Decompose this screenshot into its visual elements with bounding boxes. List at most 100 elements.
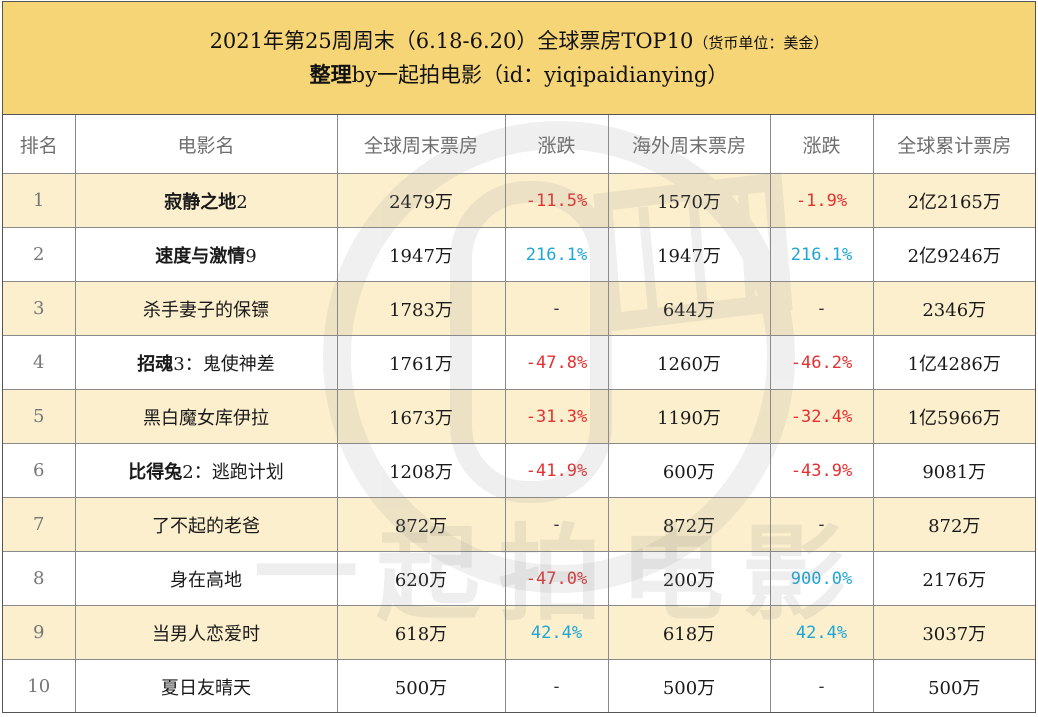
movie-title-cell: 身在高地 <box>74 551 338 606</box>
movie-title-bold: 比得兔 <box>128 461 183 483</box>
movie-title-rest: 黑白魔女库伊拉 <box>143 407 269 429</box>
global-change-cell: 216.1% <box>504 227 609 282</box>
rank-cell: 10 <box>3 659 76 712</box>
movie-title-rest: 了不起的老爸 <box>152 515 260 537</box>
global-change-cell: - <box>504 497 609 552</box>
overseas-change-cell: - <box>769 659 874 712</box>
overseas-weekend-cell: 1260万 <box>607 335 771 390</box>
global-weekend-cell: 872万 <box>336 497 506 552</box>
overseas-weekend-cell: 1947万 <box>607 227 771 282</box>
overseas-weekend-cell: 872万 <box>607 497 771 552</box>
movie-title-cell: 了不起的老爸 <box>74 497 338 552</box>
movie-title-rest: 夏日友晴天 <box>161 677 251 699</box>
rank-cell: 2 <box>3 227 76 282</box>
overseas-change-cell: -1.9% <box>769 173 874 228</box>
global-weekend-cell: 2479万 <box>336 173 506 228</box>
overseas-weekend-cell: 618万 <box>607 605 771 660</box>
movie-title-rest: 3：鬼使神差 <box>173 353 275 375</box>
global-weekend-cell: 1761万 <box>336 335 506 390</box>
overseas-weekend-cell: 644万 <box>607 281 771 336</box>
credit-prefix: 整理 <box>309 62 352 87</box>
overseas-weekend-cell: 1190万 <box>607 389 771 444</box>
movie-title-cell: 当男人恋爱时 <box>74 605 338 660</box>
movie-title-rest: 当男人恋爱时 <box>152 623 260 645</box>
table-row: 9 当男人恋爱时 618万 42.4% 618万 42.4% 3037万 <box>3 605 1035 660</box>
movie-title-cell: 寂静之地2 <box>74 173 338 228</box>
overseas-weekend-cell: 600万 <box>607 443 771 498</box>
table-row: 5 黑白魔女库伊拉 1673万 -31.3% 1190万 -32.4% 1亿5966万 <box>3 389 1035 444</box>
movie-title-bold: 速度与激情 <box>155 245 246 267</box>
global-total-cell: 1亿5966万 <box>872 389 1035 444</box>
page-title: 2021年第25周周末（6.18-6.20）全球票房TOP10（货币单位：美金） <box>210 26 829 58</box>
movie-title-rest: 杀手妻子的保镖 <box>143 299 269 321</box>
title-banner: 2021年第25周周末（6.18-6.20）全球票房TOP10（货币单位：美金）… <box>3 2 1035 115</box>
header-overseas-change: 涨跌 <box>769 115 874 174</box>
global-change-cell: -31.3% <box>504 389 609 444</box>
global-total-cell: 2亿9246万 <box>872 227 1035 282</box>
table-header-row: 排名 电影名 全球周末票房 涨跌 海外周末票房 涨跌 全球累计票房 <box>3 115 1035 174</box>
global-total-cell: 1亿4286万 <box>872 335 1035 390</box>
header-movie: 电影名 <box>74 115 338 174</box>
box-office-table: 排名 电影名 全球周末票房 涨跌 海外周末票房 涨跌 全球累计票房 1 寂静之地2… <box>3 115 1035 712</box>
rank-cell: 8 <box>3 551 76 606</box>
movie-title-cell: 夏日友晴天 <box>74 659 338 712</box>
table-row: 8 身在高地 620万 -47.0% 200万 900.0% 2176万 <box>3 551 1035 606</box>
movie-title-rest: 2 <box>236 191 248 213</box>
table-row: 10 夏日友晴天 500万 -500万 -500万 <box>3 659 1035 712</box>
global-weekend-cell: 1947万 <box>336 227 506 282</box>
rank-cell: 7 <box>3 497 76 552</box>
overseas-change-cell: 42.4% <box>769 605 874 660</box>
table-row: 3 杀手妻子的保镖 1783万 -644万 -2346万 <box>3 281 1035 336</box>
global-change-cell: 42.4% <box>504 605 609 660</box>
rank-cell: 9 <box>3 605 76 660</box>
header-overseas-weekend: 海外周末票房 <box>607 115 771 174</box>
global-change-cell: -11.5% <box>504 173 609 228</box>
movie-title-cell: 速度与激情9 <box>74 227 338 282</box>
movie-title-cell: 黑白魔女库伊拉 <box>74 389 338 444</box>
rank-cell: 3 <box>3 281 76 336</box>
table-row: 4 招魂3：鬼使神差 1761万 -47.8% 1260万 -46.2% 1亿4286万 <box>3 335 1035 390</box>
movie-title-cell: 杀手妻子的保镖 <box>74 281 338 336</box>
global-change-cell: - <box>504 281 609 336</box>
table-row: 6 比得兔2：逃跑计划 1208万 -41.9% 600万 -43.9% 9081万 <box>3 443 1035 498</box>
overseas-change-cell: 216.1% <box>769 227 874 282</box>
rank-cell: 1 <box>3 173 76 228</box>
overseas-change-cell: - <box>769 281 874 336</box>
title-main: 2021年第25周周末（6.18-6.20）全球票房TOP10 <box>209 29 694 53</box>
header-global-change: 涨跌 <box>504 115 609 174</box>
global-change-cell: - <box>504 659 609 712</box>
global-total-cell: 9081万 <box>872 443 1035 498</box>
global-total-cell: 2346万 <box>872 281 1035 336</box>
table-row: 1 寂静之地2 2479万 -11.5% 1570万 -1.9% 2亿2165万 <box>3 173 1035 228</box>
global-change-cell: -47.8% <box>504 335 609 390</box>
global-weekend-cell: 620万 <box>336 551 506 606</box>
global-total-cell: 2亿2165万 <box>872 173 1035 228</box>
table-row: 2 速度与激情9 1947万 216.1% 1947万 216.1% 2亿9246万 <box>3 227 1035 282</box>
rank-cell: 6 <box>3 443 76 498</box>
global-weekend-cell: 1208万 <box>336 443 506 498</box>
overseas-weekend-cell: 200万 <box>607 551 771 606</box>
overseas-change-cell: - <box>769 497 874 552</box>
overseas-change-cell: -32.4% <box>769 389 874 444</box>
header-global-weekend: 全球周末票房 <box>336 115 506 174</box>
global-change-cell: -47.0% <box>504 551 609 606</box>
rank-cell: 4 <box>3 335 76 390</box>
currency-unit-note: （货币单位：美金） <box>693 34 829 52</box>
table-row: 7 了不起的老爸 872万 -872万 -872万 <box>3 497 1035 552</box>
global-total-cell: 872万 <box>872 497 1035 552</box>
credit-line: 整理by一起拍电影（id：yiqipaidianying） <box>310 60 729 90</box>
header-rank: 排名 <box>3 115 76 174</box>
movie-title-bold: 寂静之地 <box>164 191 237 213</box>
global-total-cell: 3037万 <box>872 605 1035 660</box>
movie-title-rest: 2：逃跑计划 <box>182 461 284 483</box>
overseas-weekend-cell: 1570万 <box>607 173 771 228</box>
overseas-change-cell: 900.0% <box>769 551 874 606</box>
overseas-change-cell: -43.9% <box>769 443 874 498</box>
movie-title-cell: 比得兔2：逃跑计划 <box>74 443 338 498</box>
table-body: 1 寂静之地2 2479万 -11.5% 1570万 -1.9% 2亿2165万 2 速度与激情… <box>3 173 1035 712</box>
movie-title-cell: 招魂3：鬼使神差 <box>74 335 338 390</box>
global-weekend-cell: 500万 <box>336 659 506 712</box>
header-global-total: 全球累计票房 <box>872 115 1035 174</box>
global-weekend-cell: 1783万 <box>336 281 506 336</box>
